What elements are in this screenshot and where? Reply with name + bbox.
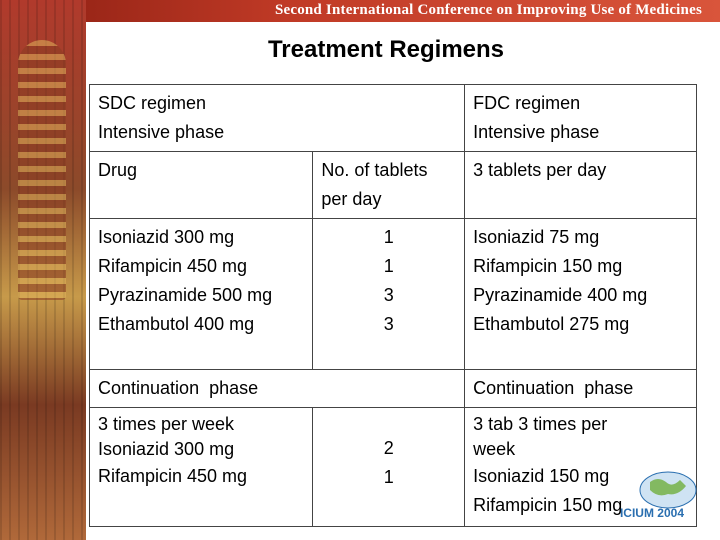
subheader-row: Drug No. of tablets per day 3 tablets pe…	[88, 151, 697, 219]
fdc-drug-item: Ethambutol 275 mg	[473, 314, 630, 334]
tablet-count: 1	[383, 256, 394, 276]
banner-title: Second International Conference on Impro…	[274, 2, 702, 18]
fdc-drug-item: Isoniazid 75 mg	[473, 227, 600, 247]
tablets-label-line1: No. of tablets	[321, 160, 428, 180]
fdc-drug-item: Pyrazinamide 400 mg	[473, 285, 648, 305]
fdc-regimen-label: FDC regimen	[473, 93, 581, 113]
sdc-continuation-line: Rifampicin 450 mg	[98, 466, 248, 486]
tablet-count: 2	[383, 438, 394, 458]
globe-icon	[639, 471, 697, 509]
fdc-continuation-label: Continuation phase	[473, 378, 634, 398]
drug-label: Drug	[98, 160, 138, 180]
slide-title-wrap: Treatment Regimens	[86, 36, 686, 64]
tablet-count: 1	[383, 467, 394, 487]
tablets-label-line2: per day	[321, 189, 382, 209]
fdc-phase-label: Intensive phase	[473, 122, 600, 142]
sdc-continuation-label: Continuation phase	[98, 378, 259, 398]
sdc-continuation-drugs-cell: 3 times per week Isoniazid 300 mg Rifamp…	[88, 407, 314, 527]
sdc-drug-item: Ethambutol 400 mg	[98, 314, 255, 334]
drug-header-cell: Drug	[88, 151, 314, 219]
fdc-intensive-drugs-cell: Isoniazid 75 mg Rifampicin 150 mg Pyrazi…	[464, 218, 697, 370]
fdc-tablets-cell: 3 tablets per day	[464, 151, 697, 219]
fdc-continuation-line: week	[473, 439, 516, 459]
fdc-drug-item: Rifampicin 150 mg	[473, 256, 623, 276]
tablets-header-cell: No. of tablets per day	[312, 151, 466, 219]
sdc-drug-item: Rifampicin 450 mg	[98, 256, 248, 276]
tablet-count: 3	[383, 285, 394, 305]
treatment-regimens-table: SDC regimen Intensive phase FDC regimen …	[88, 84, 697, 527]
continuation-header-row: Continuation phase Continuation phase	[88, 369, 697, 408]
tablet-count: 1	[383, 227, 394, 247]
fdc-tablets-label: 3 tablets per day	[473, 160, 607, 180]
fdc-continuation-line: 3 tab 3 times per	[473, 414, 608, 434]
sdc-continuation-cell: Continuation phase	[88, 369, 465, 408]
intensive-drugs-row: Isoniazid 300 mg Rifampicin 450 mg Pyraz…	[88, 218, 697, 370]
intensive-tablets-cell: 1 1 3 3	[312, 218, 466, 370]
sdc-phase-label: Intensive phase	[98, 122, 225, 142]
logo-caption: ICIUM 2004	[619, 506, 684, 520]
sdc-continuation-line: Isoniazid 300 mg	[98, 439, 235, 459]
continuation-drugs-row: 3 times per week Isoniazid 300 mg Rifamp…	[88, 407, 697, 527]
fdc-continuation-line: Isoniazid 150 mg	[473, 466, 610, 486]
sdc-header-cell: SDC regimen Intensive phase	[88, 84, 466, 152]
fdc-header-cell: FDC regimen Intensive phase	[464, 84, 697, 152]
fdc-continuation-cell: Continuation phase	[464, 369, 697, 408]
continuation-tablets-cell: 2 1	[312, 407, 466, 527]
sdc-regimen-label: SDC regimen	[98, 93, 207, 113]
icium-logo	[628, 468, 700, 520]
sdc-drug-item: Isoniazid 300 mg	[98, 227, 235, 247]
header-row: SDC regimen Intensive phase FDC regimen …	[88, 84, 697, 152]
tablet-count: 3	[383, 314, 394, 334]
sdc-continuation-line: 3 times per week	[98, 414, 235, 434]
fdc-continuation-line: Rifampicin 150 mg	[473, 495, 623, 515]
conference-banner: Second International Conference on Impro…	[0, 0, 720, 22]
sdc-intensive-drugs-cell: Isoniazid 300 mg Rifampicin 450 mg Pyraz…	[88, 218, 314, 370]
sdc-drug-item: Pyrazinamide 500 mg	[98, 285, 273, 305]
temple-decoration-image	[0, 0, 86, 540]
slide-title: Treatment Regimens	[267, 36, 505, 63]
